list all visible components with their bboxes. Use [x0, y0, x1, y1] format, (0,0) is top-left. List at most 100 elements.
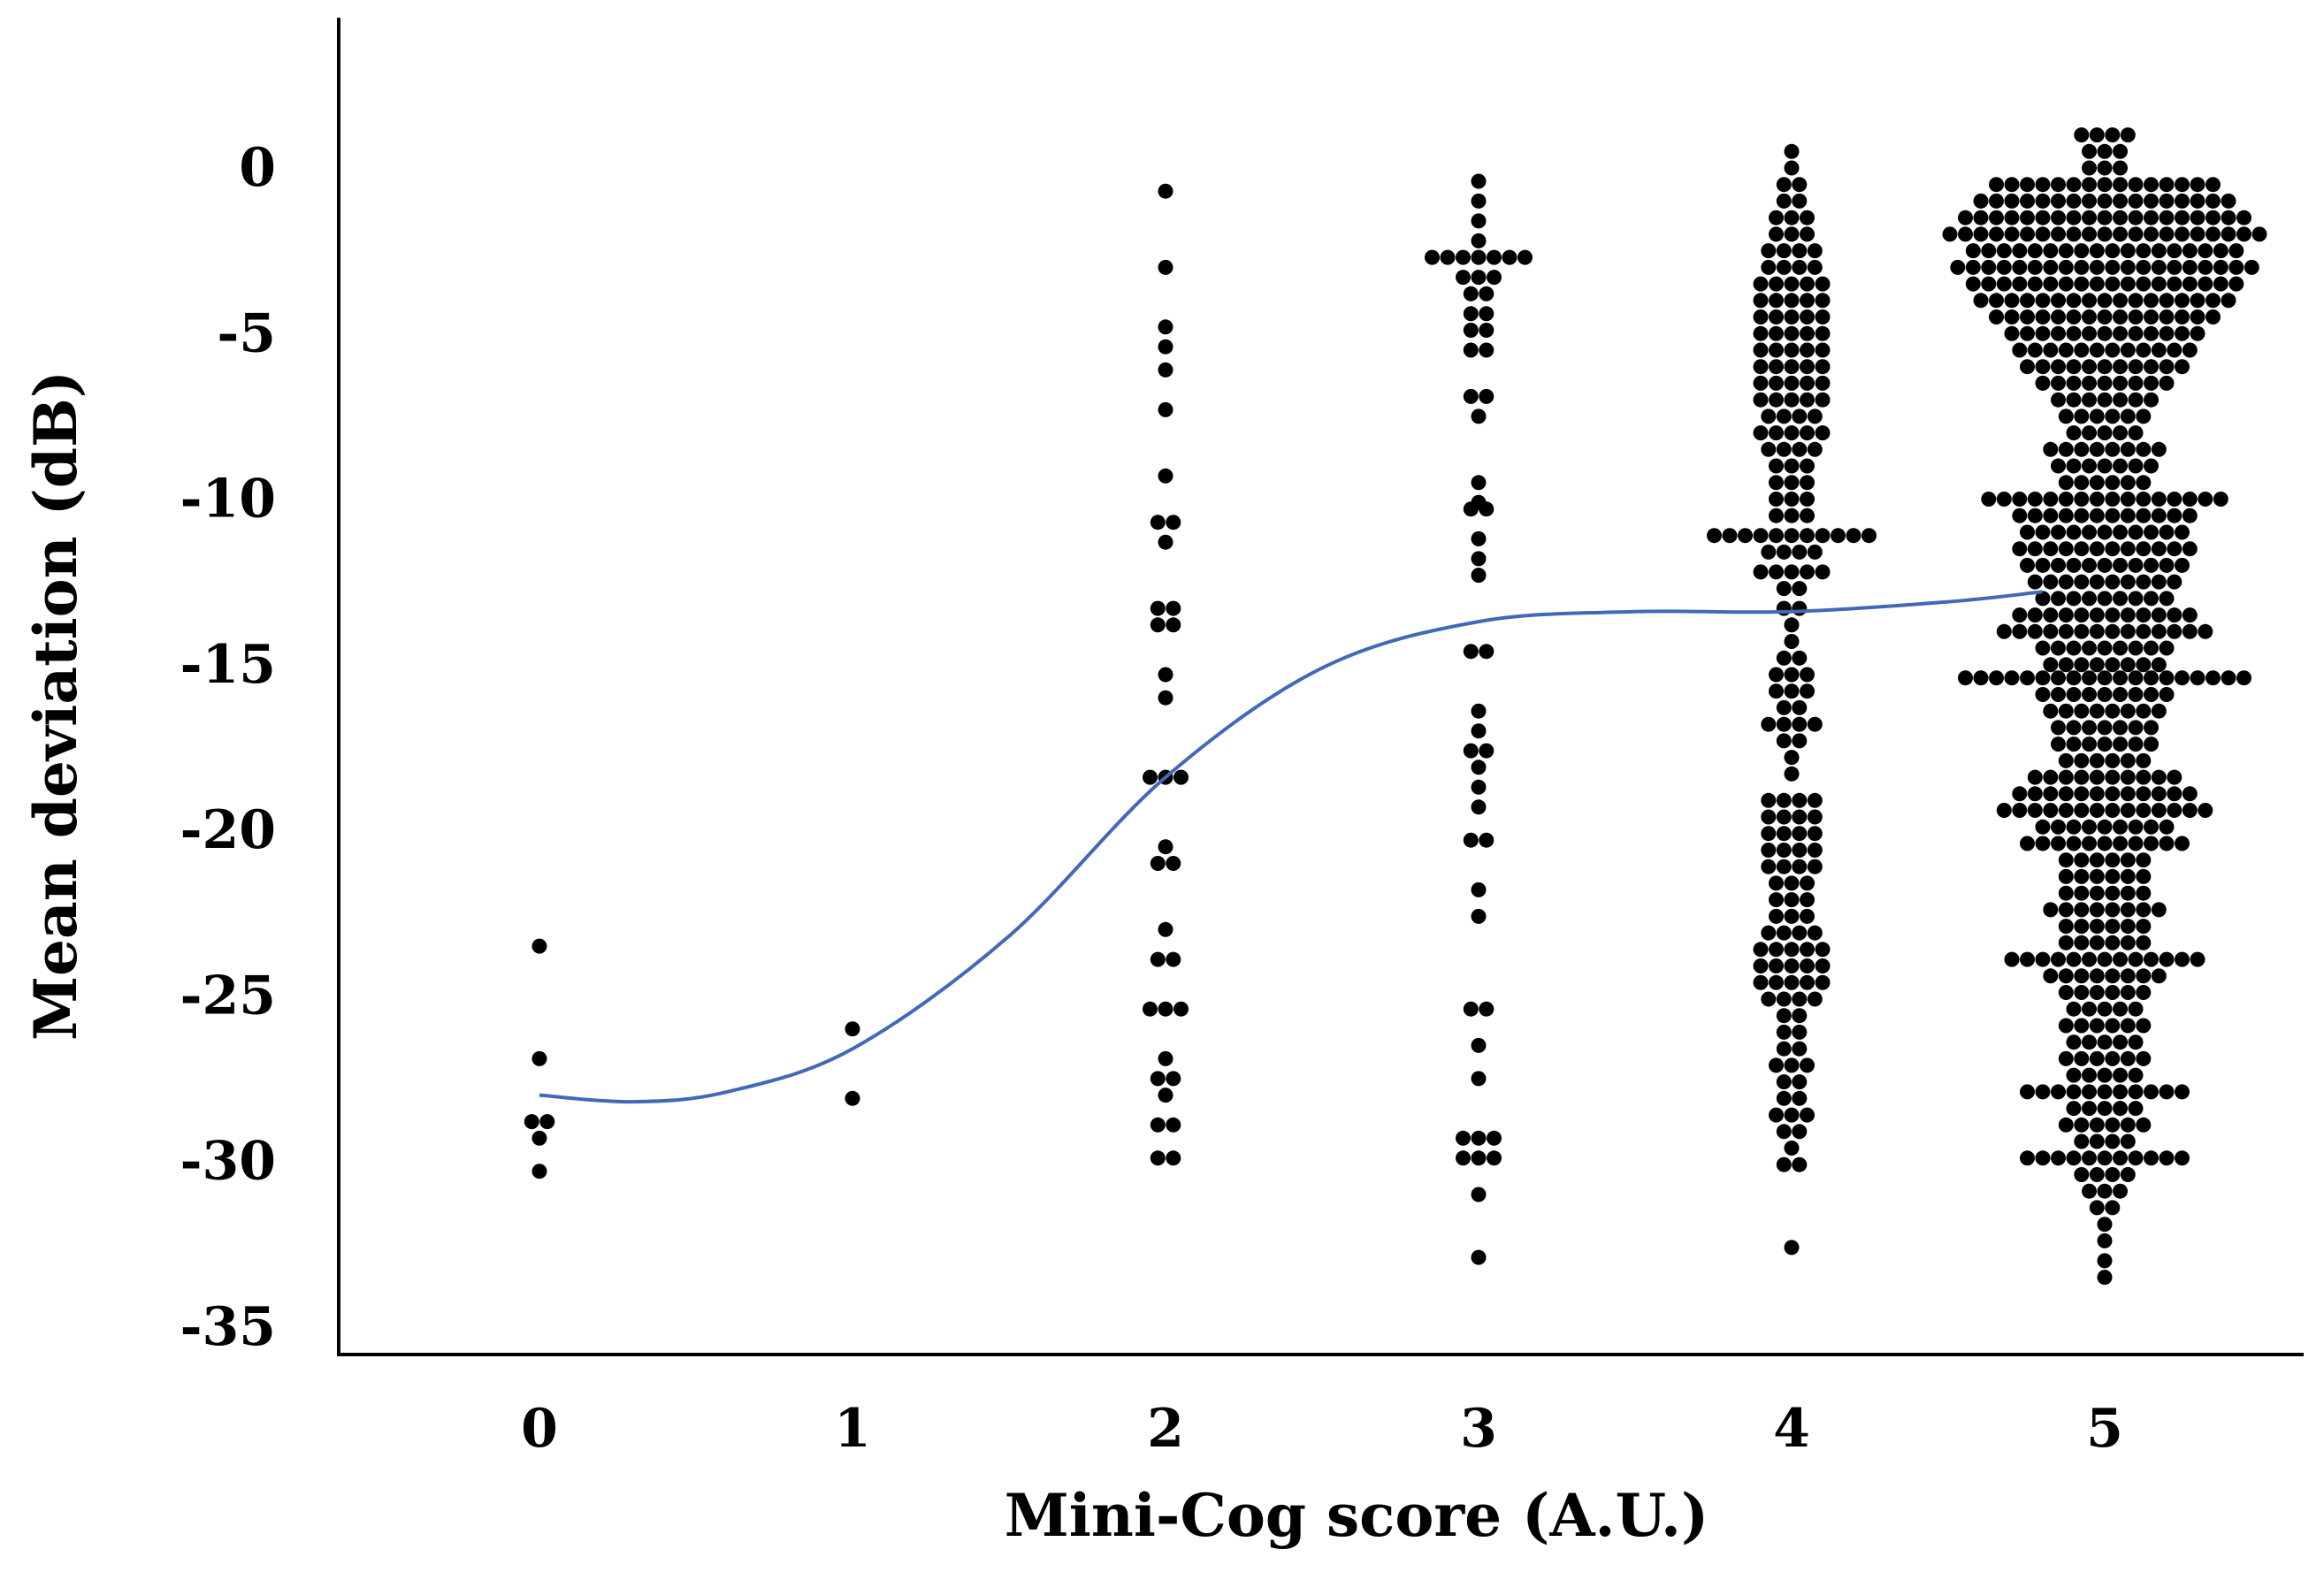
- data-point: [1950, 259, 1966, 275]
- data-point: [2051, 1150, 2066, 1166]
- data-point: [2159, 1150, 2175, 1166]
- data-point: [2175, 524, 2190, 540]
- data-point: [1769, 276, 1784, 292]
- data-point: [1792, 809, 1808, 825]
- data-point: [1792, 581, 1808, 597]
- data-point: [1471, 1071, 1487, 1087]
- data-point: [2027, 607, 2043, 623]
- data-point: [2027, 492, 2043, 507]
- data-point: [2004, 210, 2020, 225]
- data-point: [2159, 640, 2175, 656]
- data-point: [2167, 574, 2183, 590]
- data-point: [2089, 623, 2105, 639]
- data-point: [539, 1114, 555, 1130]
- data-point: [1150, 1150, 1166, 1166]
- data-point: [1792, 650, 1808, 666]
- data-point: [1166, 1117, 1181, 1133]
- data-point: [2167, 607, 2183, 623]
- data-point: [2066, 1101, 2082, 1117]
- data-point: [1792, 1090, 1808, 1106]
- data-point: [1815, 974, 1831, 990]
- data-point: [1784, 375, 1800, 391]
- data-point: [1769, 1057, 1784, 1073]
- data-point: [2066, 951, 2082, 967]
- data-point: [1158, 362, 1173, 378]
- data-point: [1784, 875, 1800, 891]
- data-point: [1807, 544, 1823, 560]
- data-point: [1800, 392, 1815, 408]
- data-point: [2113, 836, 2128, 851]
- data-point: [1769, 528, 1784, 544]
- data-point: [2151, 769, 2167, 785]
- data-point: [2167, 492, 2183, 507]
- data-point: [2097, 737, 2113, 752]
- data-point: [2136, 408, 2152, 424]
- data-point: [2167, 769, 2183, 785]
- data-point: [1784, 1240, 1800, 1256]
- data-point: [1471, 213, 1487, 229]
- data-point: [2182, 541, 2198, 557]
- data-point: [531, 1130, 547, 1146]
- data-point: [2144, 687, 2159, 702]
- data-point: [1815, 309, 1831, 324]
- data-point: [1143, 1001, 1158, 1017]
- data-point: [2097, 1084, 2113, 1100]
- data-point: [2058, 703, 2074, 719]
- data-point: [2105, 885, 2121, 901]
- data-point: [2097, 591, 2113, 607]
- data-point: [1479, 342, 1495, 358]
- data-point: [2097, 160, 2113, 176]
- data-point: [2020, 670, 2035, 686]
- data-point: [2012, 607, 2028, 623]
- data-point: [2159, 1084, 2175, 1100]
- data-point: [2082, 687, 2097, 702]
- data-point: [1456, 249, 1471, 265]
- data-point: [1815, 942, 1831, 958]
- data-point: [2206, 210, 2221, 225]
- data-point: [1784, 908, 1800, 924]
- data-point: [1807, 408, 1823, 424]
- data-point: [2089, 127, 2105, 143]
- data-point: [1143, 769, 1158, 785]
- data-point: [2128, 325, 2144, 341]
- data-point: [2128, 293, 2144, 309]
- data-point: [2105, 623, 2121, 639]
- data-point: [2159, 819, 2175, 835]
- data-point: [2051, 836, 2066, 851]
- data-point: [1753, 375, 1769, 391]
- data-point: [1800, 293, 1815, 309]
- data-point: [2058, 657, 2074, 673]
- data-point: [1800, 908, 1815, 924]
- data-point: [2027, 786, 2043, 802]
- data-point: [2089, 852, 2105, 868]
- data-point: [1158, 1001, 1173, 1017]
- data-point: [2074, 574, 2090, 590]
- data-point: [1463, 323, 1479, 338]
- data-point: [2066, 591, 2082, 607]
- data-point: [1471, 530, 1487, 546]
- data-point: [1753, 942, 1769, 958]
- data-point: [1166, 856, 1181, 871]
- data-point: [2020, 524, 2035, 540]
- data-point: [1769, 508, 1784, 523]
- data-point: [2051, 640, 2066, 656]
- data-point: [2066, 1001, 2082, 1017]
- data-point: [2144, 670, 2159, 686]
- data-point: [1463, 306, 1479, 322]
- data-point: [1425, 249, 1440, 265]
- data-point: [2144, 193, 2159, 209]
- data-point: [2089, 968, 2105, 984]
- data-point: [2120, 1050, 2136, 1066]
- data-point: [2020, 293, 2035, 309]
- data-point: [2120, 985, 2136, 1000]
- data-point: [2074, 441, 2090, 457]
- data-point: [1502, 249, 1517, 265]
- data-point: [1800, 892, 1815, 908]
- data-point: [2105, 1133, 2121, 1149]
- y-tick-label: 0: [239, 137, 276, 199]
- data-point: [2120, 475, 2136, 491]
- data-point: [1807, 243, 1823, 259]
- data-point: [2144, 1150, 2159, 1166]
- data-point: [2128, 392, 2144, 408]
- data-point: [1800, 276, 1815, 292]
